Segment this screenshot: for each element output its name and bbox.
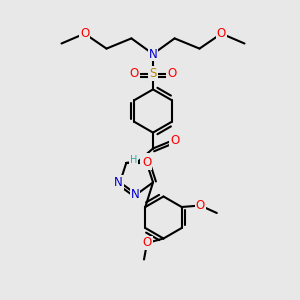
Text: N: N — [141, 154, 150, 167]
Text: O: O — [142, 236, 152, 250]
Text: O: O — [142, 156, 152, 170]
Text: N: N — [114, 176, 123, 189]
Text: O: O — [167, 67, 176, 80]
Text: O: O — [170, 134, 179, 147]
Text: O: O — [196, 199, 205, 212]
Text: H: H — [130, 154, 137, 165]
Text: N: N — [148, 47, 158, 61]
Text: O: O — [80, 27, 89, 40]
Text: O: O — [217, 27, 226, 40]
Text: O: O — [130, 67, 139, 80]
Text: S: S — [149, 67, 157, 80]
Text: N: N — [130, 188, 140, 201]
